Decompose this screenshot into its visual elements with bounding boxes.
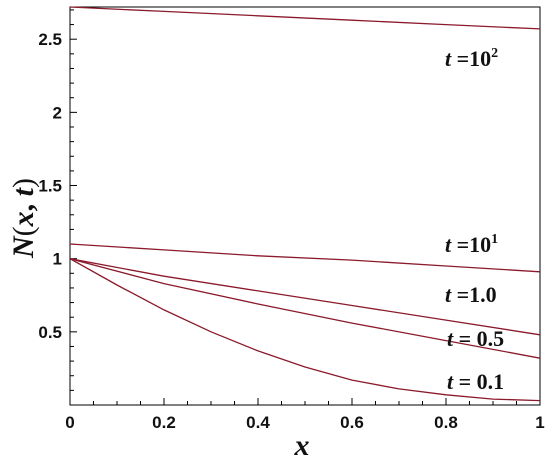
series-lines xyxy=(69,6,541,402)
x-ticks: 0 0.2 0.4 0.6 0.8 1 xyxy=(65,398,545,432)
svg-text:t =102: t =102 xyxy=(445,46,498,71)
x-tick-label: 0.8 xyxy=(434,413,458,432)
svg-text:t =1.0: t =1.0 xyxy=(445,282,497,307)
y-tick-label: 1.5 xyxy=(38,177,62,196)
y-axis-title: N(x, t) xyxy=(7,178,40,259)
x-tick-label: 0.2 xyxy=(152,413,176,432)
x-tick-label: 0 xyxy=(65,413,74,432)
series-line-5 xyxy=(69,258,541,402)
series-label-5: t = 0.1 xyxy=(447,369,504,394)
svg-text:t =101: t =101 xyxy=(445,232,498,257)
series-line-1 xyxy=(69,6,541,30)
series-label-3: t =1.0 xyxy=(445,282,497,307)
y-tick-label: 2.5 xyxy=(38,30,62,49)
y-tick-label: 0.5 xyxy=(38,323,62,342)
series-line-3 xyxy=(69,258,541,336)
svg-text:t = 0.5: t = 0.5 xyxy=(447,326,504,351)
y-tick-label: 2 xyxy=(53,103,62,122)
series-line-4 xyxy=(69,258,541,359)
x-tick-label: 0.6 xyxy=(340,413,364,432)
svg-text:t = 0.1: t = 0.1 xyxy=(447,369,504,394)
series-label-4: t = 0.5 xyxy=(447,326,504,351)
series-label-1: t =102 xyxy=(445,46,498,71)
series-line-2 xyxy=(69,243,541,273)
x-tick-label: 0.4 xyxy=(246,413,270,432)
x-tick-label: 1 xyxy=(535,413,544,432)
series-label-2: t =101 xyxy=(445,232,498,257)
y-ticks: 0.5 1 1.5 2 2.5 xyxy=(38,9,77,391)
y-tick-label: 1 xyxy=(53,250,62,269)
x-axis-title: x xyxy=(294,429,310,462)
